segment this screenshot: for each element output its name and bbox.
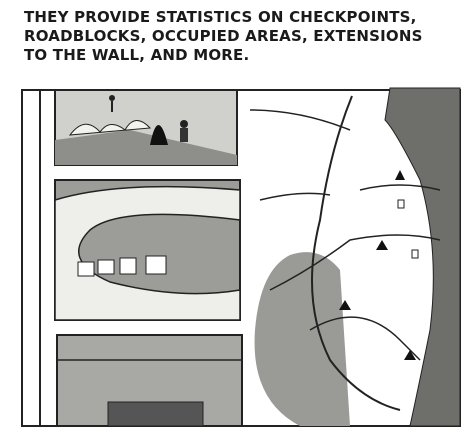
caption-line: ROADBLOCKS, OCCUPIED AREAS, EXTENSIONS [24,27,454,46]
caption-line: THEY PROVIDE STATISTICS ON CHECKPOINTS, [24,8,454,27]
page: {"caption": {"lines": ["THEY PROVIDE STA… [0,0,465,430]
photo-middle [55,180,240,320]
caption-line: TO THE WALL, AND MORE. [24,46,454,65]
photo-bottom [57,335,242,426]
photo-top [55,90,237,165]
caption: THEY PROVIDE STATISTICS ON CHECKPOINTS, … [24,8,454,65]
